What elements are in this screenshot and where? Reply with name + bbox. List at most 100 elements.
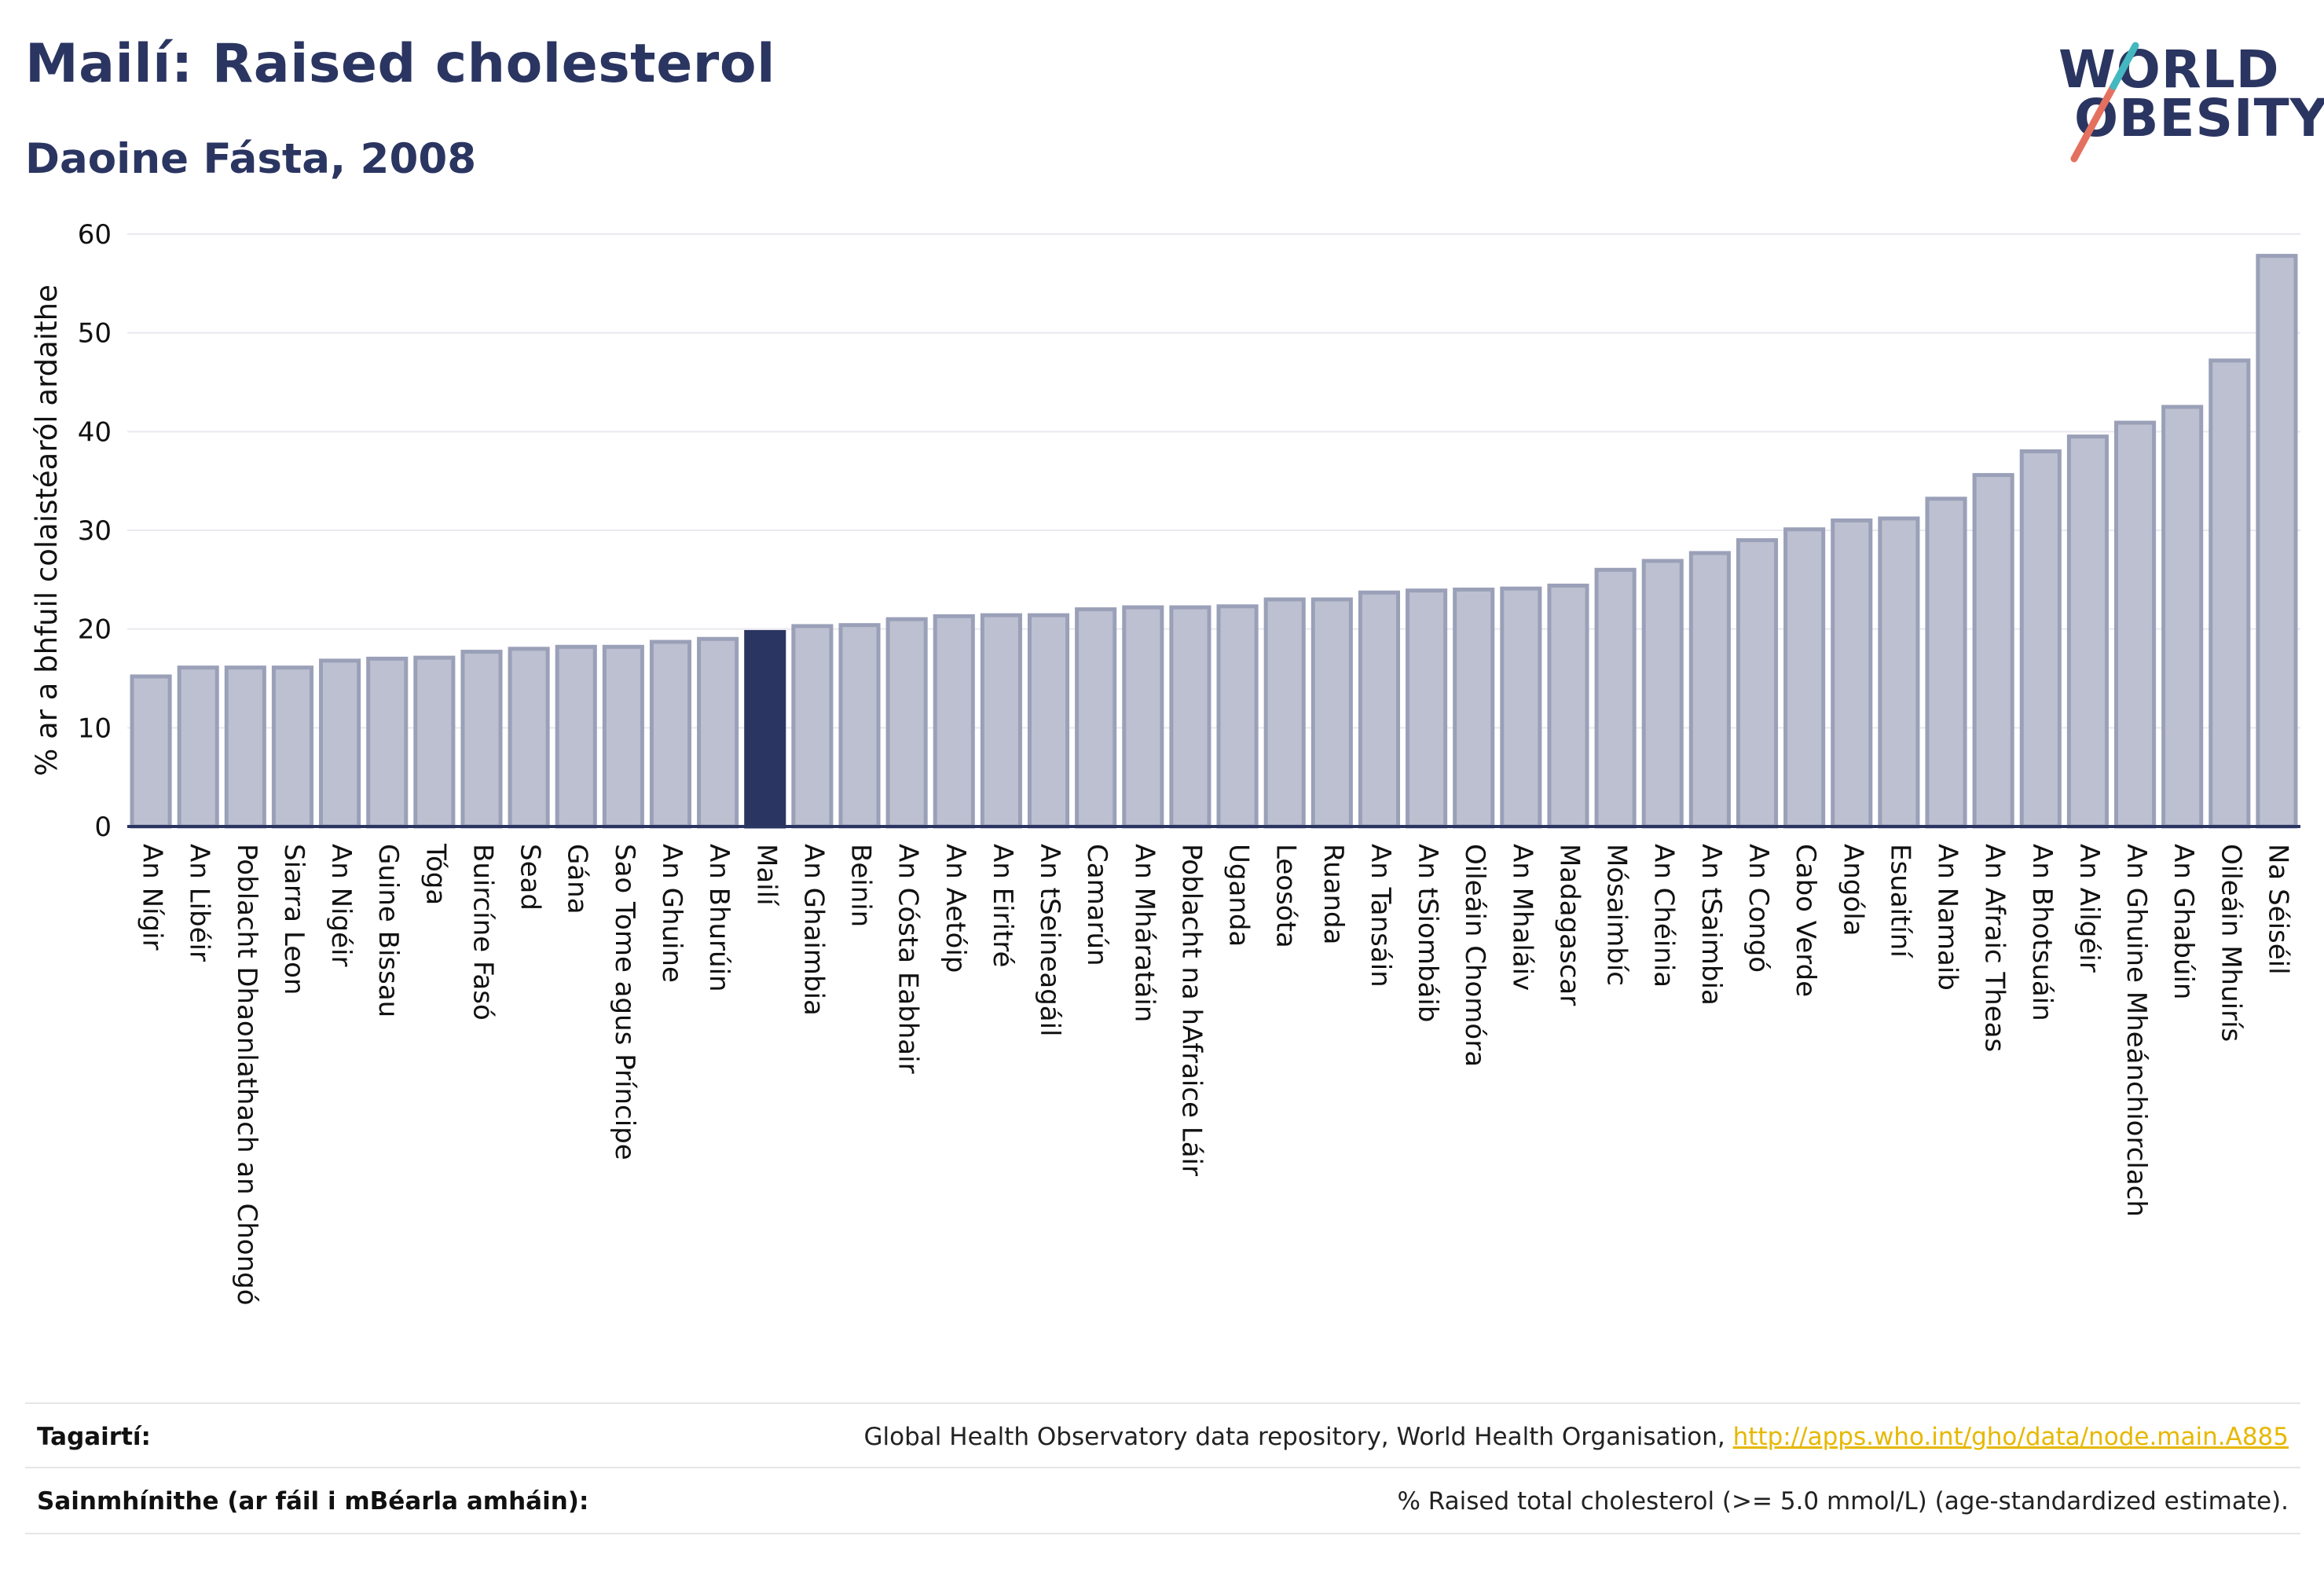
x-tick-label: Sao Tome agus Príncipe <box>609 844 640 1160</box>
bar[interactable] <box>838 623 881 829</box>
logo-slash-icon <box>2070 42 2139 163</box>
bar-highlight[interactable] <box>744 629 786 829</box>
chart-subtitle: Daoine Fásta, 2008 <box>25 135 477 183</box>
x-tick-label: An Libéir <box>184 844 215 962</box>
bar[interactable] <box>1406 588 1448 829</box>
x-tick-label: An Nigéir <box>325 844 357 966</box>
x-tick-label: Ruanda <box>1318 844 1349 944</box>
bar[interactable] <box>1169 605 1211 829</box>
world-obesity-logo[interactable]: WORLD OBESITY <box>2043 31 2324 173</box>
bar[interactable] <box>2066 434 2109 829</box>
x-tick-label: Esuaitíní <box>1884 844 1915 958</box>
x-tick-label: Camarún <box>1081 844 1113 966</box>
x-tick-label: Poblacht na hAfraice Láir <box>1175 844 1207 1176</box>
y-axis-label: % ar a bhfuil colaistéaról ardaithe <box>30 284 64 776</box>
bar[interactable] <box>460 650 503 829</box>
bar[interactable] <box>2209 358 2251 829</box>
x-tick-label: Oileáin Chomóra <box>1459 844 1490 1067</box>
x-tick-label: An Mháratáin <box>1128 844 1160 1022</box>
x-tick-label: Guine Bissau <box>372 844 404 1017</box>
bar[interactable] <box>1783 527 1826 829</box>
y-tick-label: 30 <box>78 515 112 547</box>
bar[interactable] <box>1453 587 1495 829</box>
x-axis-labels: An Nígir An Libéir Poblacht Dhaonlathach a… <box>137 843 2294 1306</box>
bar[interactable] <box>1925 497 1967 829</box>
x-tick-label: An Ghuine Mheánchiorclach <box>2121 844 2152 1217</box>
logo-line2: OBESITY <box>2074 88 2324 148</box>
bar[interactable] <box>2019 449 2062 829</box>
bar[interactable] <box>2161 405 2204 829</box>
bar-chart: 0 10 20 30 40 50 60 An Nígir An Libéir Poblacht … <box>30 219 2300 1306</box>
bar[interactable] <box>1310 597 1353 829</box>
x-tick-label: Sead <box>515 844 546 911</box>
bar[interactable] <box>1831 518 1873 829</box>
bar[interactable] <box>1736 538 1779 829</box>
x-tick-label: An Ghabúin <box>2168 844 2199 999</box>
x-tick-label: Tóga <box>420 843 451 905</box>
bar[interactable] <box>602 644 644 829</box>
y-tick-label: 60 <box>78 219 112 251</box>
bar[interactable] <box>1216 604 1259 829</box>
y-axis-ticks: 0 10 20 30 40 50 60 <box>78 219 112 843</box>
x-tick-label: An Ghuine <box>656 844 687 983</box>
y-tick-label: 20 <box>78 614 112 646</box>
bar[interactable] <box>177 665 219 829</box>
bar[interactable] <box>366 656 409 829</box>
x-tick-label: An Namaib <box>1932 844 1963 991</box>
bar[interactable] <box>885 617 928 829</box>
x-tick-label: Cabo Verde <box>1790 844 1821 997</box>
definitions-text: % Raised total cholesterol (>= 5.0 mmol/… <box>1397 1487 2289 1516</box>
references-link[interactable]: http://apps.who.int/gho/data/node.main.A… <box>1732 1423 2289 1451</box>
bar[interactable] <box>1641 559 1684 829</box>
bar[interactable] <box>1358 590 1401 829</box>
bar[interactable] <box>1027 613 1070 829</box>
x-tick-label: Uganda <box>1223 844 1255 947</box>
references-row: Tagairtí: Global Health Observatory data… <box>25 1402 2300 1468</box>
bar[interactable] <box>2113 420 2157 829</box>
references-text: Global Health Observatory data repositor… <box>863 1423 1733 1451</box>
x-tick-label: An tSiombáib <box>1412 844 1443 1022</box>
bar[interactable] <box>555 644 597 829</box>
x-tick-label: Madagascar <box>1553 844 1585 1006</box>
bar[interactable] <box>1878 516 1920 829</box>
x-tick-label: Beinin <box>845 844 877 927</box>
references-label: Tagairtí: <box>37 1423 151 1451</box>
x-tick-label: An Bhurúin <box>703 844 735 992</box>
chart-title: Mailí: Raised cholesterol <box>25 33 775 95</box>
x-tick-label: Poblacht Dhaonlathach an Chongó <box>231 844 262 1306</box>
bar[interactable] <box>649 640 692 829</box>
bar[interactable] <box>1263 597 1306 829</box>
x-tick-label: An Ghaimbia <box>797 844 829 1016</box>
bar[interactable] <box>791 624 834 829</box>
bar[interactable] <box>413 655 456 829</box>
bar[interactable] <box>1972 473 2014 829</box>
x-tick-label: Siarra Leon <box>278 844 310 995</box>
bar[interactable] <box>508 647 550 829</box>
x-tick-label: Gána <box>562 844 593 914</box>
definitions-row: Sainmhínithe (ar fáil i mBéarla amháin):… <box>25 1467 2300 1534</box>
bar[interactable] <box>980 613 1022 829</box>
x-tick-label: An Chéinia <box>1648 844 1680 988</box>
bar[interactable] <box>319 658 361 829</box>
bar[interactable] <box>130 674 172 829</box>
bar[interactable] <box>1122 605 1164 829</box>
x-tick-label: Na Séiséil <box>2262 844 2293 975</box>
bar[interactable] <box>1688 551 1731 829</box>
bar[interactable] <box>224 665 266 829</box>
bar[interactable] <box>2256 254 2298 829</box>
bar[interactable] <box>271 665 314 829</box>
y-tick-label: 40 <box>78 416 112 448</box>
references-value: Global Health Observatory data repositor… <box>864 1423 2289 1451</box>
bar[interactable] <box>697 636 739 829</box>
bar[interactable] <box>1500 586 1542 829</box>
bar[interactable] <box>1075 607 1117 829</box>
bar[interactable] <box>933 614 975 829</box>
x-tick-label: Buircíne Fasó <box>467 844 498 1021</box>
x-tick-label: An Eiritré <box>987 844 1018 967</box>
bar[interactable] <box>1594 567 1637 829</box>
x-tick-label: An Aetóip <box>940 844 971 973</box>
y-tick-label: 0 <box>94 812 112 843</box>
bar[interactable] <box>1547 583 1589 829</box>
x-tick-label: An Ailgéir <box>2073 844 2105 973</box>
y-tick-label: 50 <box>78 318 112 350</box>
